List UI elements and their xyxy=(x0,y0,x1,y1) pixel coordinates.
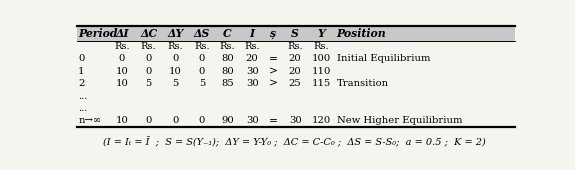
Text: 10: 10 xyxy=(116,116,128,125)
Text: Transition: Transition xyxy=(336,79,389,88)
Text: 0: 0 xyxy=(199,54,205,63)
Text: 1: 1 xyxy=(78,67,85,76)
Text: Rs.: Rs. xyxy=(167,42,183,51)
Text: ΔC: ΔC xyxy=(140,28,157,39)
Text: 0: 0 xyxy=(172,116,178,125)
Text: 30: 30 xyxy=(246,67,259,76)
Text: 25: 25 xyxy=(289,79,301,88)
Text: >: > xyxy=(269,66,278,76)
Text: Rs.: Rs. xyxy=(244,42,260,51)
Text: 2: 2 xyxy=(78,79,85,88)
Bar xyxy=(77,26,515,41)
Text: ...: ... xyxy=(78,104,87,113)
Text: 0: 0 xyxy=(145,54,152,63)
Text: I: I xyxy=(250,28,255,39)
Text: 10: 10 xyxy=(169,67,182,76)
Text: 10: 10 xyxy=(116,67,128,76)
Text: ΔS: ΔS xyxy=(194,28,210,39)
Text: 85: 85 xyxy=(221,79,234,88)
Text: (I = Iₜ = Ī  ;  S = S(Y₋₁);  ΔY = Y-Y₀ ;  ΔC = C-C₀ ;  ΔS = S-S₀;  a = 0.5 ;  K : (I = Iₜ = Ī ; S = S(Y₋₁); ΔY = Y-Y₀ ; ΔC… xyxy=(104,137,486,147)
Text: 110: 110 xyxy=(312,67,331,76)
Text: ...: ... xyxy=(78,91,87,100)
Text: C: C xyxy=(223,28,232,39)
Text: 0: 0 xyxy=(78,54,85,63)
Text: 0: 0 xyxy=(145,116,152,125)
Text: n→∞: n→∞ xyxy=(78,116,101,125)
Text: Rs.: Rs. xyxy=(288,42,303,51)
Text: 20: 20 xyxy=(246,54,259,63)
Text: ΔI: ΔI xyxy=(115,28,129,39)
Text: =: = xyxy=(269,116,278,126)
Text: 120: 120 xyxy=(312,116,331,125)
Text: 115: 115 xyxy=(312,79,331,88)
Text: 0: 0 xyxy=(145,67,152,76)
Text: 10: 10 xyxy=(116,79,128,88)
Text: S: S xyxy=(291,28,299,39)
Text: Rs.: Rs. xyxy=(141,42,156,51)
Text: Rs.: Rs. xyxy=(194,42,210,51)
Text: 20: 20 xyxy=(289,54,301,63)
Text: 80: 80 xyxy=(221,67,234,76)
Text: 5: 5 xyxy=(199,79,205,88)
Text: 80: 80 xyxy=(221,54,234,63)
Text: 90: 90 xyxy=(221,116,234,125)
Text: 5: 5 xyxy=(172,79,178,88)
Text: Y: Y xyxy=(317,28,325,39)
Text: Rs.: Rs. xyxy=(313,42,329,51)
Text: 5: 5 xyxy=(145,79,152,88)
Text: 30: 30 xyxy=(289,116,301,125)
Text: ΔY: ΔY xyxy=(167,28,183,39)
Text: 30: 30 xyxy=(246,116,259,125)
Text: Rs.: Rs. xyxy=(114,42,129,51)
Text: 0: 0 xyxy=(172,54,178,63)
Text: 20: 20 xyxy=(289,67,301,76)
Text: 0: 0 xyxy=(199,67,205,76)
Text: Rs.: Rs. xyxy=(220,42,235,51)
Text: New Higher Equilibrium: New Higher Equilibrium xyxy=(336,116,462,125)
Text: ș: ș xyxy=(270,28,277,39)
Text: 0: 0 xyxy=(118,54,125,63)
Text: =: = xyxy=(269,54,278,64)
Text: 0: 0 xyxy=(199,116,205,125)
Text: 30: 30 xyxy=(246,79,259,88)
Text: 100: 100 xyxy=(312,54,331,63)
Text: Position: Position xyxy=(336,28,386,39)
Text: >: > xyxy=(269,79,278,89)
Text: Period: Period xyxy=(78,28,118,39)
Text: Initial Equilibrium: Initial Equilibrium xyxy=(336,54,430,63)
